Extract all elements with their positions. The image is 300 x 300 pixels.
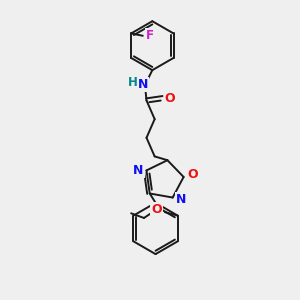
Text: F: F bbox=[146, 29, 154, 42]
Text: O: O bbox=[152, 203, 162, 216]
Text: N: N bbox=[138, 78, 148, 91]
Text: H: H bbox=[128, 76, 137, 89]
Text: O: O bbox=[164, 92, 175, 105]
Text: O: O bbox=[188, 168, 198, 181]
Text: N: N bbox=[133, 164, 143, 177]
Text: N: N bbox=[176, 194, 186, 206]
